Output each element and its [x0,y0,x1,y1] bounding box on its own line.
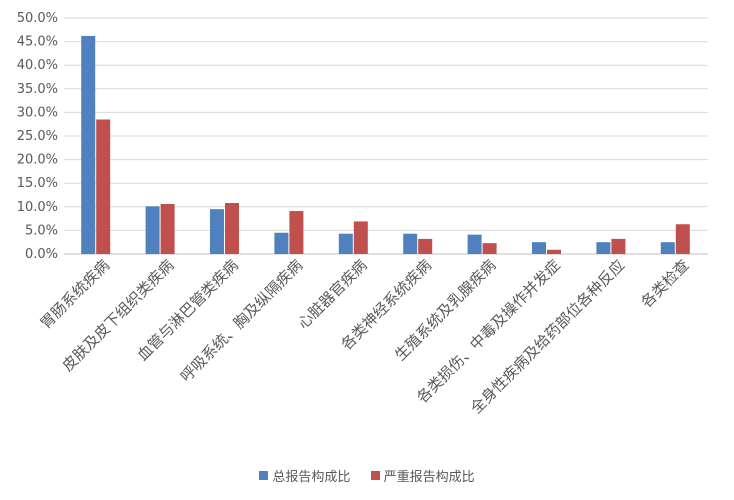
y-tick-label: 50.0% [17,11,58,26]
bar-serious [225,203,239,254]
y-tick-label: 15.0% [17,176,58,191]
x-category-label: 各类检查 [637,256,692,311]
bar-serious [675,224,690,254]
bar-total [145,206,160,254]
bar-total [81,35,96,254]
bar-total [274,232,289,254]
y-tick-label: 45.0% [17,35,58,50]
bar-total [210,209,224,254]
bar-serious [160,203,175,254]
y-tick-label: 10.0% [17,200,58,215]
bar-serious [547,249,561,254]
y-tick-label: 35.0% [17,82,58,97]
bar-serious [418,238,433,254]
bar-total [338,233,353,254]
legend: 总报告构成比 严重报告构成比 [0,466,734,485]
bar-total [532,242,546,254]
bar-total [403,233,418,254]
bar-serious [96,119,111,254]
legend-item-total: 总报告构成比 [259,466,350,485]
y-tick-label: 0.0% [25,247,58,262]
bar-total [467,234,482,254]
y-tick-label: 5.0% [25,223,58,238]
legend-swatch-total [259,471,269,480]
y-tick-label: 30.0% [17,105,58,120]
bar-serious [289,211,304,254]
bar-serious [611,238,626,254]
y-tick-label: 20.0% [17,153,58,168]
x-category-label: 皮肤及皮下组织类疾病 [59,256,178,375]
x-axis-labels: 胃肠系统疾病皮肤及皮下组织类疾病血管与淋巴管类疾病呼吸系统、胸及纵隔疾病心脏器官… [37,256,693,417]
legend-label-total: 总报告构成比 [272,470,351,485]
y-tick-label: 25.0% [17,129,58,144]
x-category-label: 呼吸系统、胸及纵隔疾病 [177,256,306,385]
legend-label-serious: 严重报告构成比 [383,470,475,485]
legend-item-serious: 严重报告构成比 [370,466,475,485]
y-tick-label: 40.0% [17,58,58,73]
bar-total [660,242,675,254]
y-axis-ticks: 0.0% 5.0% 10.0% 15.0% 20.0% 25.0% 30.0% 35.0% 40… [17,11,58,262]
bars [81,35,690,254]
bar-total [596,242,611,254]
legend-swatch-serious [370,471,380,480]
bar-serious [353,221,368,254]
bar-serious [482,243,497,254]
